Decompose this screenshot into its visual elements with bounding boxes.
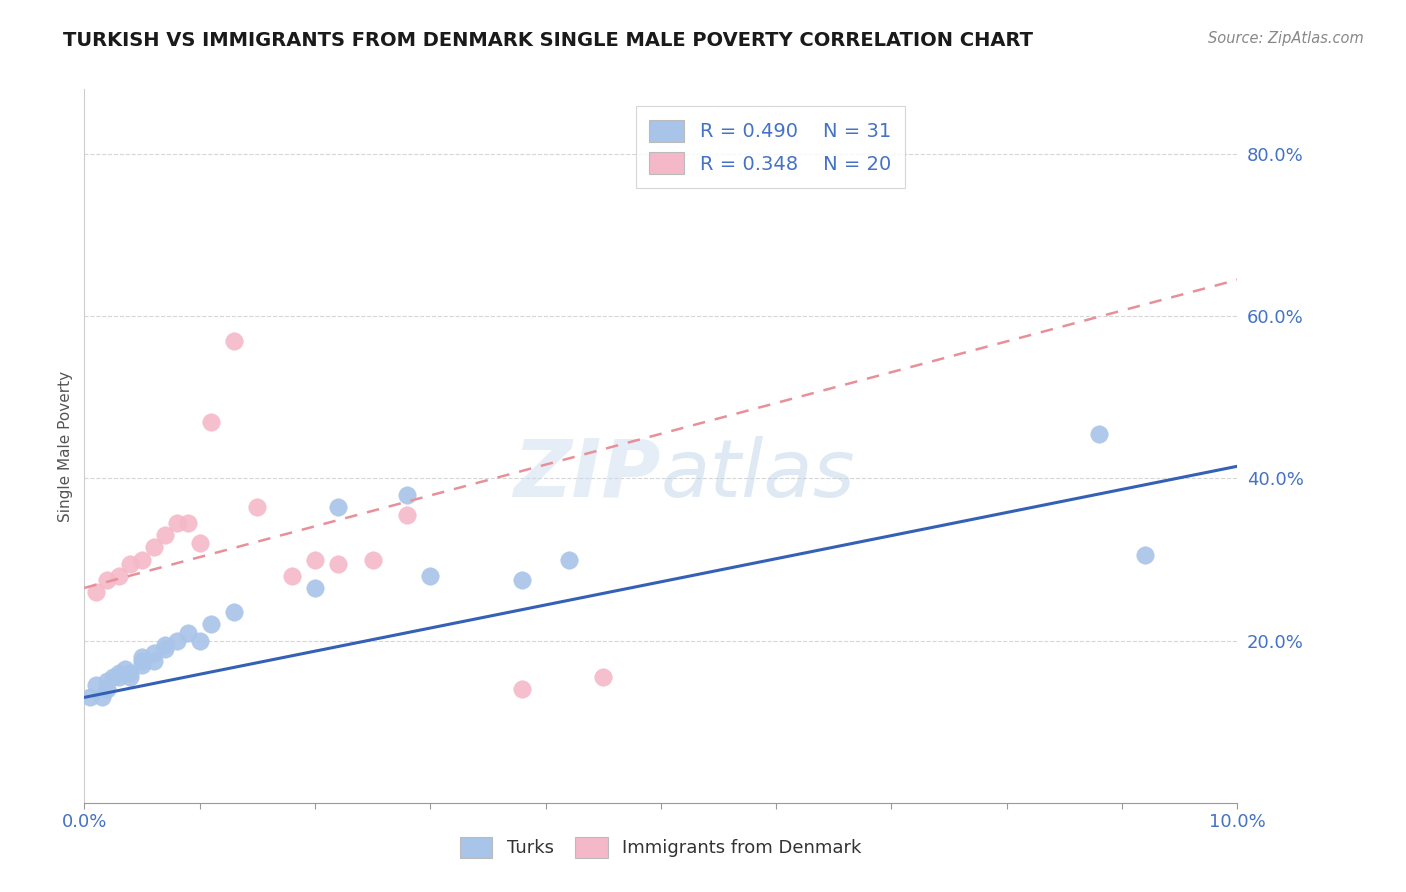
Point <box>153 641 176 656</box>
Point <box>114 662 136 676</box>
Point <box>419 568 441 582</box>
Y-axis label: Single Male Poverty: Single Male Poverty <box>58 370 73 522</box>
Point <box>326 500 349 514</box>
Point <box>90 690 112 705</box>
Point <box>326 557 349 571</box>
Point <box>79 690 101 705</box>
Text: atlas: atlas <box>661 435 856 514</box>
Point <box>96 682 118 697</box>
Point <box>166 633 188 648</box>
Text: TURKISH VS IMMIGRANTS FROM DENMARK SINGLE MALE POVERTY CORRELATION CHART: TURKISH VS IMMIGRANTS FROM DENMARK SINGL… <box>63 31 1033 50</box>
Point <box>224 334 246 348</box>
Point <box>84 678 107 692</box>
Point <box>557 552 579 566</box>
Point <box>304 581 326 595</box>
Point <box>361 552 384 566</box>
Point <box>120 666 142 681</box>
Point <box>200 617 222 632</box>
Point <box>396 488 419 502</box>
Point <box>120 557 142 571</box>
Point <box>153 528 176 542</box>
Point <box>142 541 165 555</box>
Point <box>84 585 107 599</box>
Point <box>200 415 222 429</box>
Point <box>1088 426 1111 441</box>
Point <box>224 605 246 619</box>
Point <box>103 670 124 684</box>
Text: ZIP: ZIP <box>513 435 661 514</box>
Point <box>592 670 614 684</box>
Point <box>188 633 211 648</box>
Point <box>131 654 153 668</box>
Point <box>131 552 153 566</box>
Point <box>396 508 419 522</box>
Point <box>96 674 118 689</box>
Point <box>131 649 153 664</box>
Point <box>188 536 211 550</box>
Legend: Turks, Immigrants from Denmark: Turks, Immigrants from Denmark <box>453 830 869 865</box>
Text: Source: ZipAtlas.com: Source: ZipAtlas.com <box>1208 31 1364 46</box>
Point <box>512 573 534 587</box>
Point <box>96 573 118 587</box>
Point <box>281 568 304 582</box>
Point <box>120 670 142 684</box>
Point <box>131 657 153 672</box>
Point <box>246 500 269 514</box>
Point <box>108 670 131 684</box>
Point <box>108 568 131 582</box>
Point <box>142 646 165 660</box>
Point <box>1133 549 1156 563</box>
Point <box>512 682 534 697</box>
Point <box>166 516 188 530</box>
Point <box>304 552 326 566</box>
Point <box>142 654 165 668</box>
Point <box>177 625 200 640</box>
Point <box>108 666 131 681</box>
Point <box>177 516 200 530</box>
Point <box>153 638 176 652</box>
